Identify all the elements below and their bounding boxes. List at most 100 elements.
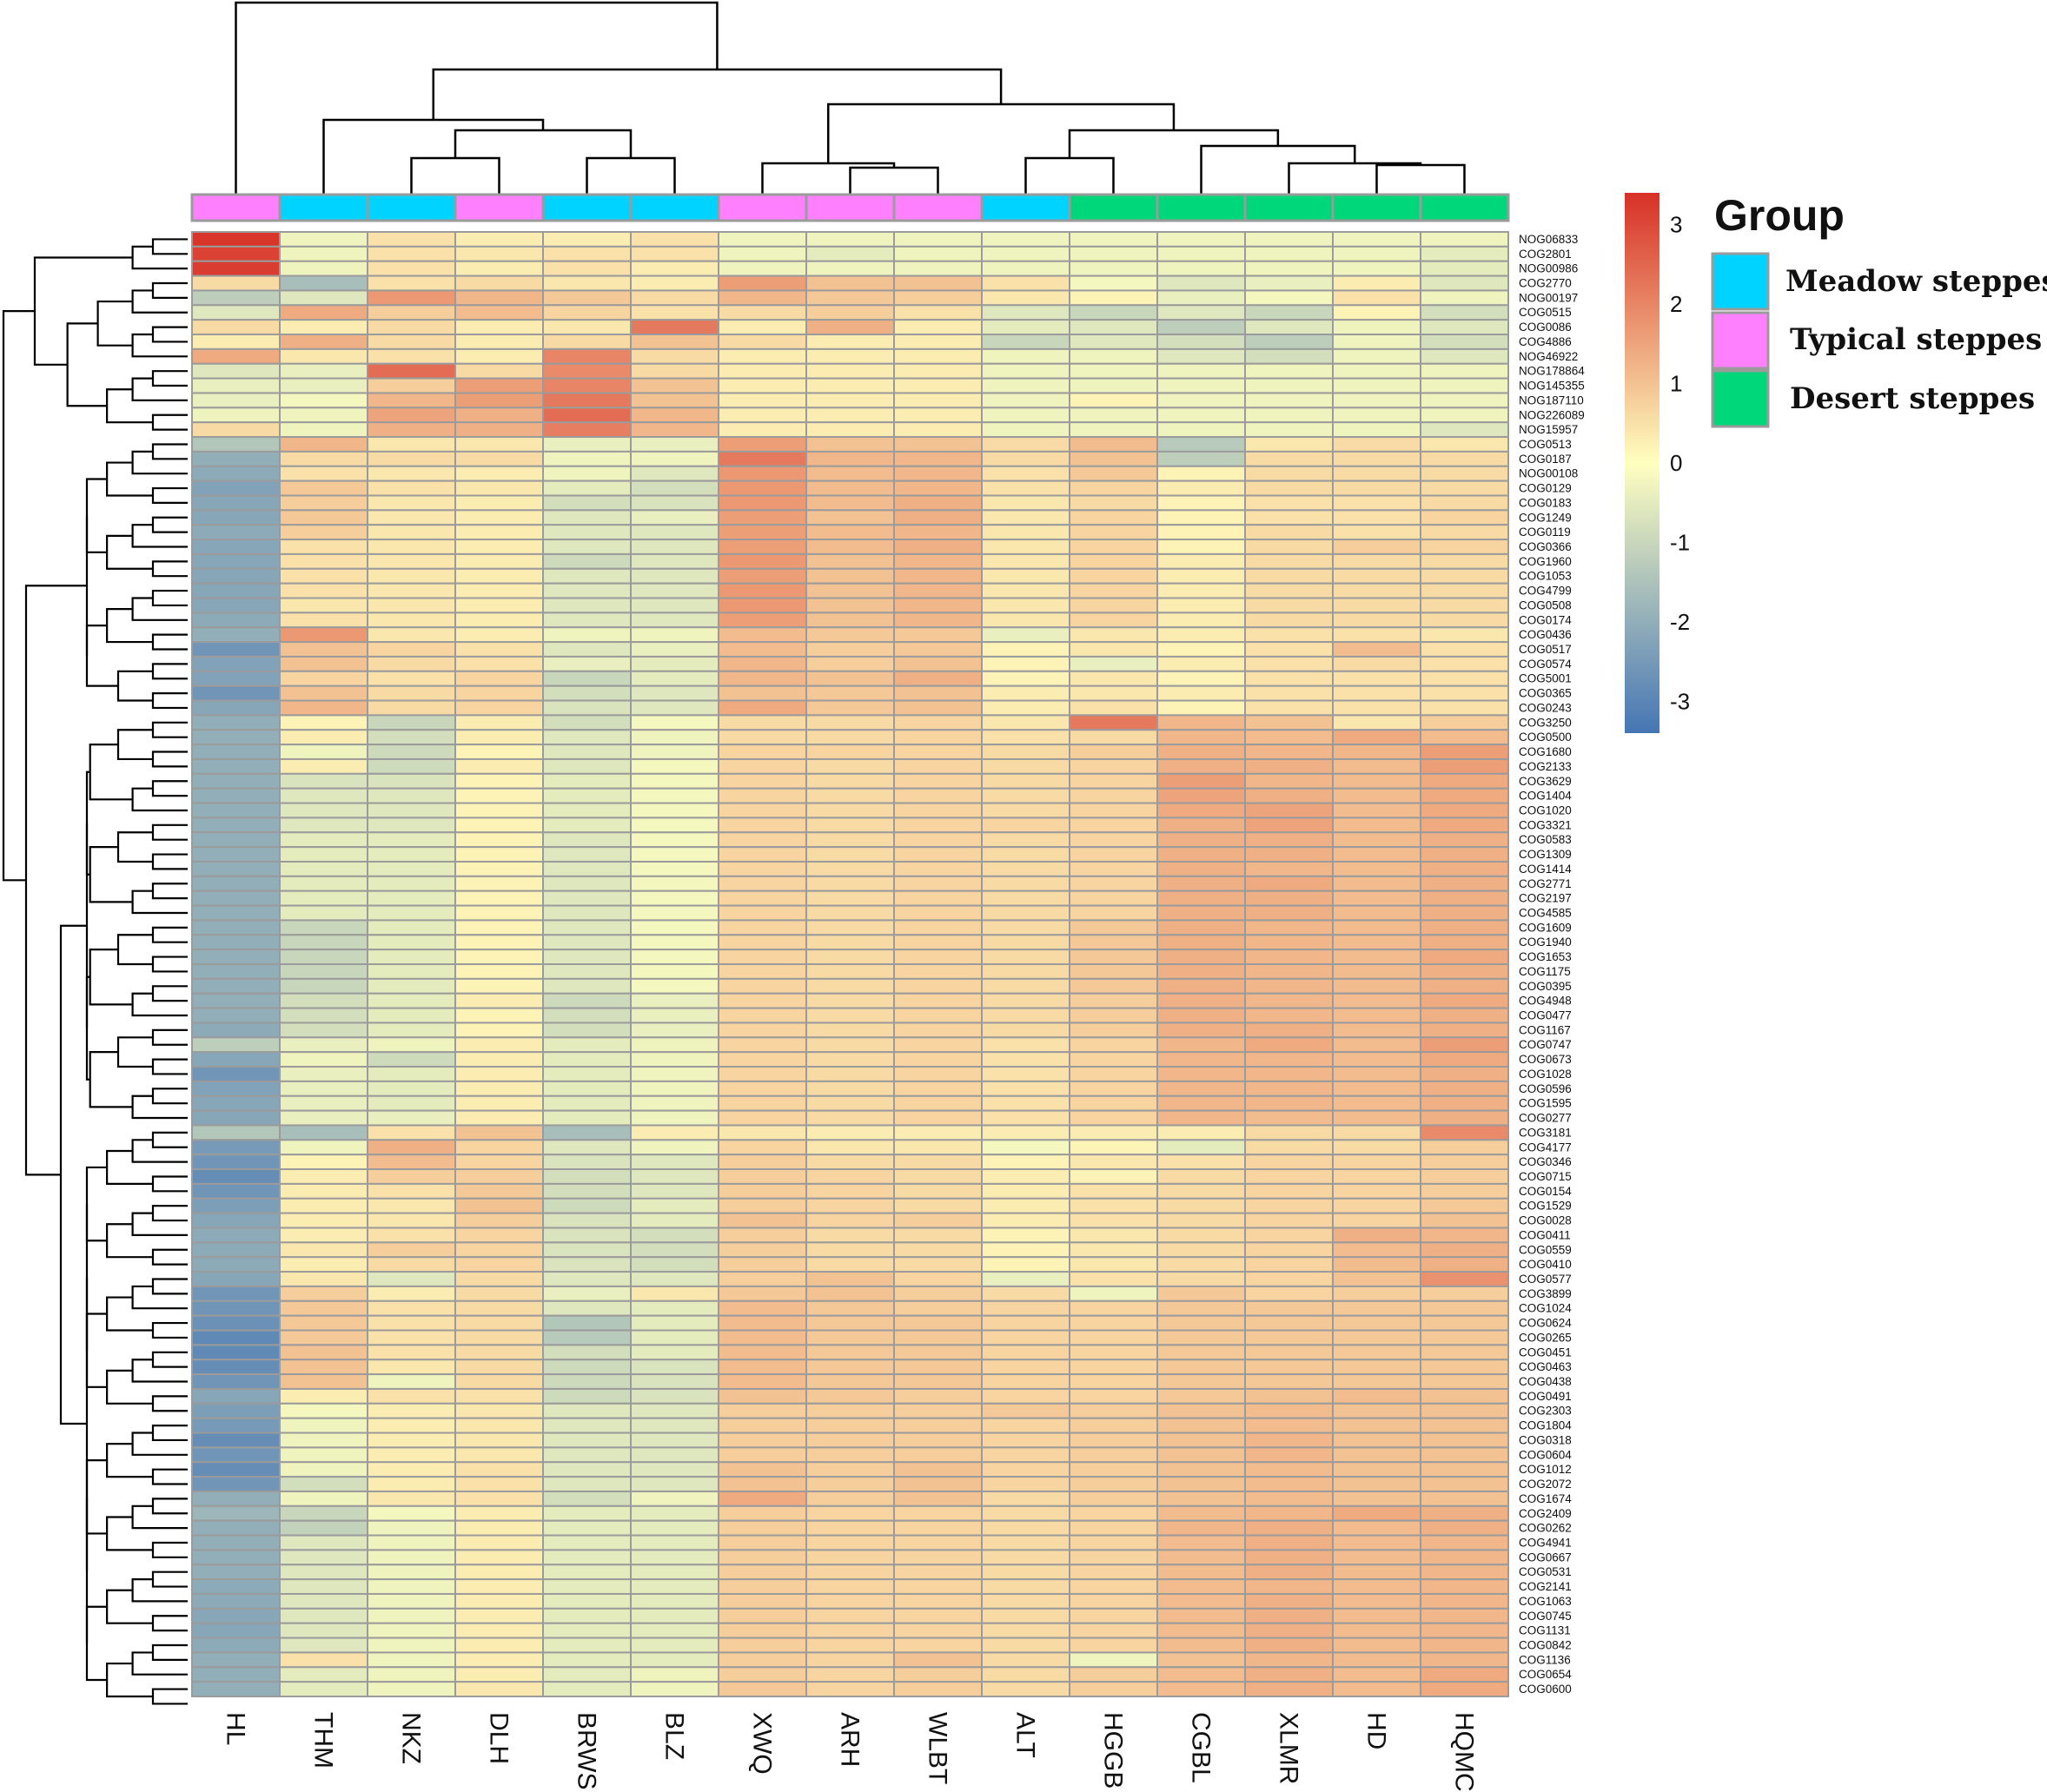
heatmap-cell: [191, 757, 281, 775]
heatmap-cell: [893, 334, 983, 350]
heatmap-cell: [191, 729, 281, 746]
heatmap-cell: [279, 1549, 368, 1566]
heatmap-cell: [1244, 1124, 1334, 1141]
heatmap-cell: [542, 889, 632, 907]
heatmap-cell: [1420, 1168, 1509, 1185]
heatmap-cell: [454, 1212, 544, 1229]
dendrogram-branch: [131, 992, 188, 1017]
heatmap-cell: [718, 846, 807, 863]
heatmap-cell: [981, 1094, 1070, 1112]
heatmap-cell: [542, 567, 632, 585]
row-label: COG1020: [1519, 803, 1572, 817]
row-label: COG0262: [1519, 1522, 1572, 1535]
heatmap-cell: [1332, 1651, 1421, 1669]
heatmap-cell: [1420, 714, 1509, 731]
heatmap-cell: [1156, 963, 1246, 980]
heatmap-cell: [805, 597, 895, 614]
heatmap-cell: [630, 729, 719, 746]
heatmap-cell: [191, 1387, 281, 1405]
heatmap-cell: [1420, 1534, 1509, 1551]
heatmap-cell: [893, 582, 983, 599]
heatmap-cell: [191, 963, 281, 980]
heatmap-cell: [279, 347, 368, 365]
heatmap-cell: [542, 1139, 632, 1156]
heatmap-cell: [893, 1066, 983, 1082]
heatmap-cell: [191, 289, 281, 307]
heatmap-cell: [1420, 1592, 1509, 1610]
heatmap-cell: [1332, 377, 1421, 394]
heatmap-cell: [1420, 1329, 1509, 1346]
heatmap-cell: [1420, 1578, 1509, 1595]
heatmap-cell: [718, 1592, 807, 1610]
dendrogram-branch: [33, 256, 133, 366]
dendrogram-branch: [85, 478, 108, 553]
heatmap-cell: [718, 319, 807, 336]
heatmap-cell: [630, 1490, 719, 1507]
heatmap-cell: [981, 875, 1070, 892]
heatmap-cell: [1244, 289, 1334, 307]
heatmap-cell: [542, 831, 632, 849]
heatmap-cell: [279, 1036, 368, 1054]
heatmap-cell: [454, 362, 544, 380]
heatmap-cell: [805, 1504, 895, 1522]
heatmap-cell: [1332, 289, 1421, 307]
heatmap-cell: [279, 260, 368, 277]
heatmap-cell: [805, 670, 895, 687]
heatmap-cell: [279, 860, 368, 877]
heatmap-cell: [630, 1432, 719, 1449]
heatmap-cell: [454, 1564, 544, 1581]
dendrogram-branch: [106, 1516, 153, 1551]
heatmap-cell: [805, 1622, 895, 1639]
heatmap-cell: [893, 1182, 983, 1200]
heatmap-cell: [1332, 787, 1421, 804]
heatmap-cell: [630, 670, 719, 687]
heatmap-cell: [542, 1241, 632, 1259]
heatmap-cell: [1156, 904, 1246, 922]
heatmap-cell: [630, 1681, 719, 1698]
heatmap-cell: [805, 582, 895, 599]
heatmap-cell: [805, 992, 895, 1009]
heatmap-cell: [1156, 875, 1246, 892]
dendrogram-branch: [2, 310, 35, 882]
heatmap-cell: [1156, 1212, 1246, 1229]
heatmap-cell: [1420, 362, 1509, 380]
heatmap-cell: [1332, 407, 1421, 424]
heatmap-cell: [718, 934, 807, 951]
heatmap-cell: [1156, 889, 1246, 907]
heatmap-cell: [1156, 289, 1246, 307]
heatmap-cell: [805, 1549, 895, 1566]
heatmap-cell: [1156, 934, 1246, 951]
heatmap-cell: [1420, 1051, 1509, 1068]
heatmap-cell: [191, 1578, 281, 1595]
heatmap-cell: [1069, 1666, 1158, 1683]
heatmap-cell: [718, 1329, 807, 1346]
heatmap-cell: [630, 934, 719, 951]
heatmap-cell: [191, 846, 281, 863]
heatmap-cell: [367, 1387, 456, 1405]
heatmap-cell: [367, 1007, 456, 1024]
heatmap-cell: [279, 1446, 368, 1464]
heatmap-cell: [367, 1607, 456, 1624]
heatmap-cell: [454, 392, 544, 409]
heatmap-cell: [1156, 612, 1246, 629]
heatmap-cell: [1156, 1666, 1246, 1683]
heatmap-cell: [893, 1359, 983, 1376]
heatmap-cell: [367, 362, 456, 380]
heatmap-cell: [1420, 421, 1509, 439]
heatmap-cell: [542, 875, 632, 892]
heatmap-cell: [718, 1681, 807, 1698]
heatmap-cell: [1069, 1490, 1158, 1507]
heatmap-cell: [1420, 1490, 1509, 1507]
heatmap-cell: [191, 817, 281, 834]
heatmap-cell: [1156, 304, 1246, 321]
heatmap-cell: [981, 729, 1070, 746]
heatmap-cell: [1156, 1080, 1246, 1097]
heatmap-cell: [1332, 963, 1421, 980]
heatmap-cell: [981, 1066, 1070, 1082]
heatmap-cell: [1244, 757, 1334, 775]
heatmap-cell: [1420, 274, 1509, 292]
heatmap-cell: [1332, 1051, 1421, 1068]
heatmap-cell: [191, 641, 281, 658]
heatmap-cell: [279, 919, 368, 936]
